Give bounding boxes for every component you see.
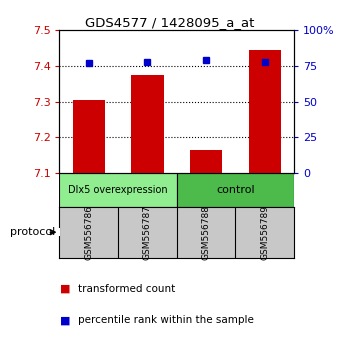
Bar bbox=[59, 173, 177, 207]
Text: control: control bbox=[216, 185, 255, 195]
Text: Dlx5 overexpression: Dlx5 overexpression bbox=[68, 185, 168, 195]
Text: GSM556788: GSM556788 bbox=[202, 205, 210, 260]
Bar bbox=[190, 150, 222, 173]
Bar bbox=[177, 173, 294, 207]
Text: GSM556789: GSM556789 bbox=[260, 205, 269, 260]
Bar bbox=[249, 50, 281, 173]
Text: GDS4577 / 1428095_a_at: GDS4577 / 1428095_a_at bbox=[85, 16, 255, 29]
Text: GSM556786: GSM556786 bbox=[84, 205, 93, 260]
Text: GSM556787: GSM556787 bbox=[143, 205, 152, 260]
Text: protocol: protocol bbox=[10, 227, 55, 237]
Bar bbox=[73, 100, 105, 173]
Bar bbox=[131, 75, 164, 173]
Text: transformed count: transformed count bbox=[78, 284, 175, 293]
Text: percentile rank within the sample: percentile rank within the sample bbox=[78, 315, 254, 325]
Text: ■: ■ bbox=[59, 315, 70, 325]
Text: ■: ■ bbox=[59, 284, 70, 293]
